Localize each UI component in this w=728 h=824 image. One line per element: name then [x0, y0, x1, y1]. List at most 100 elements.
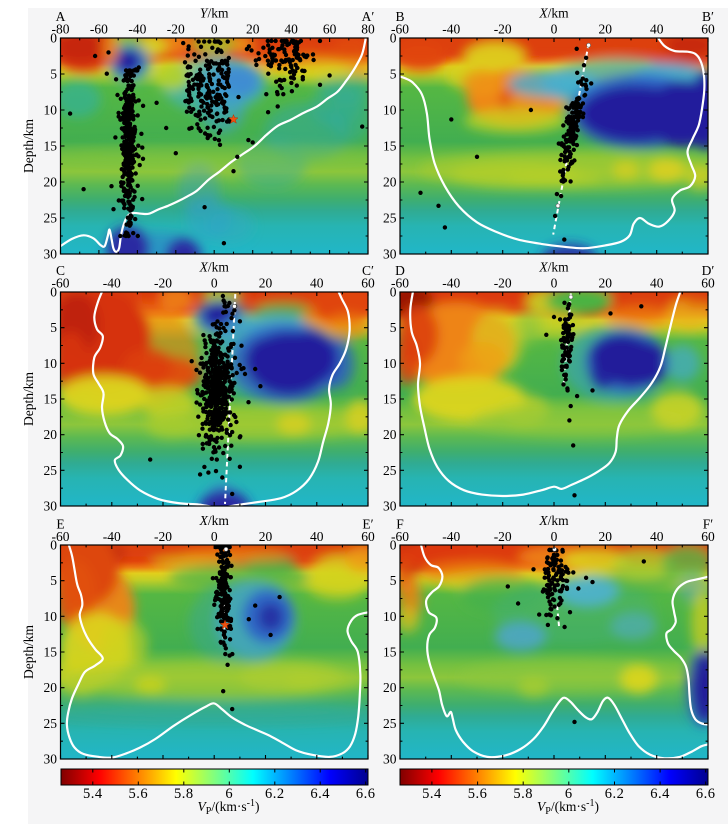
svg-text:20: 20 — [246, 22, 260, 37]
svg-text:30: 30 — [44, 499, 58, 514]
svg-text:30: 30 — [383, 247, 397, 262]
svg-text:B′: B′ — [702, 9, 714, 24]
svg-text:0: 0 — [50, 285, 57, 300]
svg-text:-60: -60 — [391, 529, 409, 544]
svg-text:VP/(km·s-1): VP/(km·s-1) — [198, 798, 260, 817]
svg-text:5.4: 5.4 — [83, 786, 103, 802]
svg-text:-20: -20 — [494, 276, 512, 291]
svg-text:-20: -20 — [154, 529, 172, 544]
svg-text:15: 15 — [44, 139, 58, 154]
svg-text:X/km: X/km — [538, 6, 569, 21]
svg-text:5: 5 — [50, 573, 57, 588]
svg-text:30: 30 — [383, 499, 397, 514]
svg-text:0: 0 — [390, 31, 397, 46]
svg-text:Depth/km: Depth/km — [21, 372, 36, 426]
svg-text:15: 15 — [44, 392, 58, 407]
svg-text:20: 20 — [383, 427, 397, 442]
svg-text:Depth/km: Depth/km — [21, 119, 36, 173]
svg-text:10: 10 — [383, 103, 397, 118]
svg-text:6.2: 6.2 — [265, 786, 285, 802]
svg-text:60: 60 — [361, 529, 375, 544]
svg-text:-40: -40 — [442, 276, 460, 291]
svg-text:20: 20 — [44, 680, 58, 695]
svg-text:60: 60 — [361, 276, 375, 291]
svg-text:25: 25 — [383, 463, 397, 478]
svg-text:5: 5 — [390, 67, 397, 82]
svg-text:20: 20 — [599, 276, 613, 291]
svg-text:60: 60 — [701, 529, 715, 544]
svg-text:-60: -60 — [391, 22, 409, 37]
svg-text:-40: -40 — [128, 22, 146, 37]
svg-text:B: B — [395, 9, 404, 24]
svg-text:5.8: 5.8 — [513, 786, 533, 802]
svg-text:15: 15 — [383, 392, 397, 407]
svg-text:0: 0 — [211, 22, 218, 37]
svg-text:60: 60 — [701, 276, 715, 291]
svg-text:20: 20 — [44, 175, 58, 190]
svg-text:5: 5 — [390, 573, 397, 588]
svg-text:10: 10 — [383, 356, 397, 371]
svg-text:-40: -40 — [442, 22, 460, 37]
svg-text:6.4: 6.4 — [650, 786, 670, 802]
svg-text:25: 25 — [44, 211, 58, 226]
svg-text:15: 15 — [383, 139, 397, 154]
svg-text:30: 30 — [44, 247, 58, 262]
svg-text:X/km: X/km — [199, 513, 230, 528]
svg-text:6.6: 6.6 — [696, 786, 716, 802]
svg-text:-20: -20 — [494, 22, 512, 37]
svg-text:5: 5 — [390, 320, 397, 335]
svg-text:6.4: 6.4 — [310, 786, 330, 802]
svg-text:40: 40 — [310, 529, 324, 544]
svg-text:0: 0 — [50, 538, 57, 553]
svg-text:25: 25 — [383, 716, 397, 731]
svg-text:20: 20 — [44, 427, 58, 442]
svg-text:10: 10 — [44, 103, 58, 118]
svg-text:40: 40 — [284, 22, 298, 37]
svg-text:5.4: 5.4 — [422, 786, 442, 802]
svg-text:5: 5 — [50, 67, 57, 82]
svg-text:5: 5 — [50, 320, 57, 335]
svg-text:40: 40 — [650, 529, 664, 544]
svg-text:-40: -40 — [103, 529, 121, 544]
svg-text:25: 25 — [44, 716, 58, 731]
svg-text:30: 30 — [383, 752, 397, 767]
svg-text:Depth/km: Depth/km — [21, 625, 36, 679]
svg-text:E′: E′ — [362, 517, 373, 532]
svg-text:60: 60 — [323, 22, 337, 37]
svg-text:15: 15 — [383, 645, 397, 660]
svg-text:20: 20 — [259, 276, 273, 291]
svg-text:10: 10 — [44, 609, 58, 624]
svg-text:X/km: X/km — [538, 260, 569, 275]
svg-text:15: 15 — [44, 645, 58, 660]
svg-text:20: 20 — [259, 529, 273, 544]
svg-text:0: 0 — [211, 276, 218, 291]
svg-text:25: 25 — [383, 211, 397, 226]
svg-text:0: 0 — [390, 538, 397, 553]
svg-text:X/km: X/km — [538, 513, 569, 528]
svg-text:25: 25 — [44, 463, 58, 478]
svg-text:F: F — [396, 517, 404, 532]
svg-text:-60: -60 — [52, 276, 70, 291]
svg-text:0: 0 — [211, 529, 218, 544]
svg-text:F′: F′ — [703, 517, 714, 532]
svg-text:40: 40 — [650, 276, 664, 291]
svg-text:0: 0 — [50, 31, 57, 46]
svg-text:20: 20 — [599, 529, 613, 544]
svg-text:40: 40 — [310, 276, 324, 291]
svg-text:60: 60 — [701, 22, 715, 37]
svg-text:A′: A′ — [362, 9, 375, 24]
svg-text:5.8: 5.8 — [174, 786, 194, 802]
svg-text:E: E — [56, 517, 64, 532]
svg-text:-40: -40 — [442, 529, 460, 544]
svg-text:30: 30 — [44, 752, 58, 767]
svg-text:-60: -60 — [52, 529, 70, 544]
svg-text:-40: -40 — [103, 276, 121, 291]
svg-text:-20: -20 — [154, 276, 172, 291]
svg-text:VP/(km·s-1): VP/(km·s-1) — [537, 798, 599, 817]
svg-text:-20: -20 — [494, 529, 512, 544]
svg-text:0: 0 — [551, 276, 558, 291]
svg-text:-80: -80 — [52, 22, 70, 37]
svg-text:10: 10 — [44, 356, 58, 371]
svg-text:10: 10 — [383, 609, 397, 624]
svg-text:6: 6 — [225, 786, 233, 802]
